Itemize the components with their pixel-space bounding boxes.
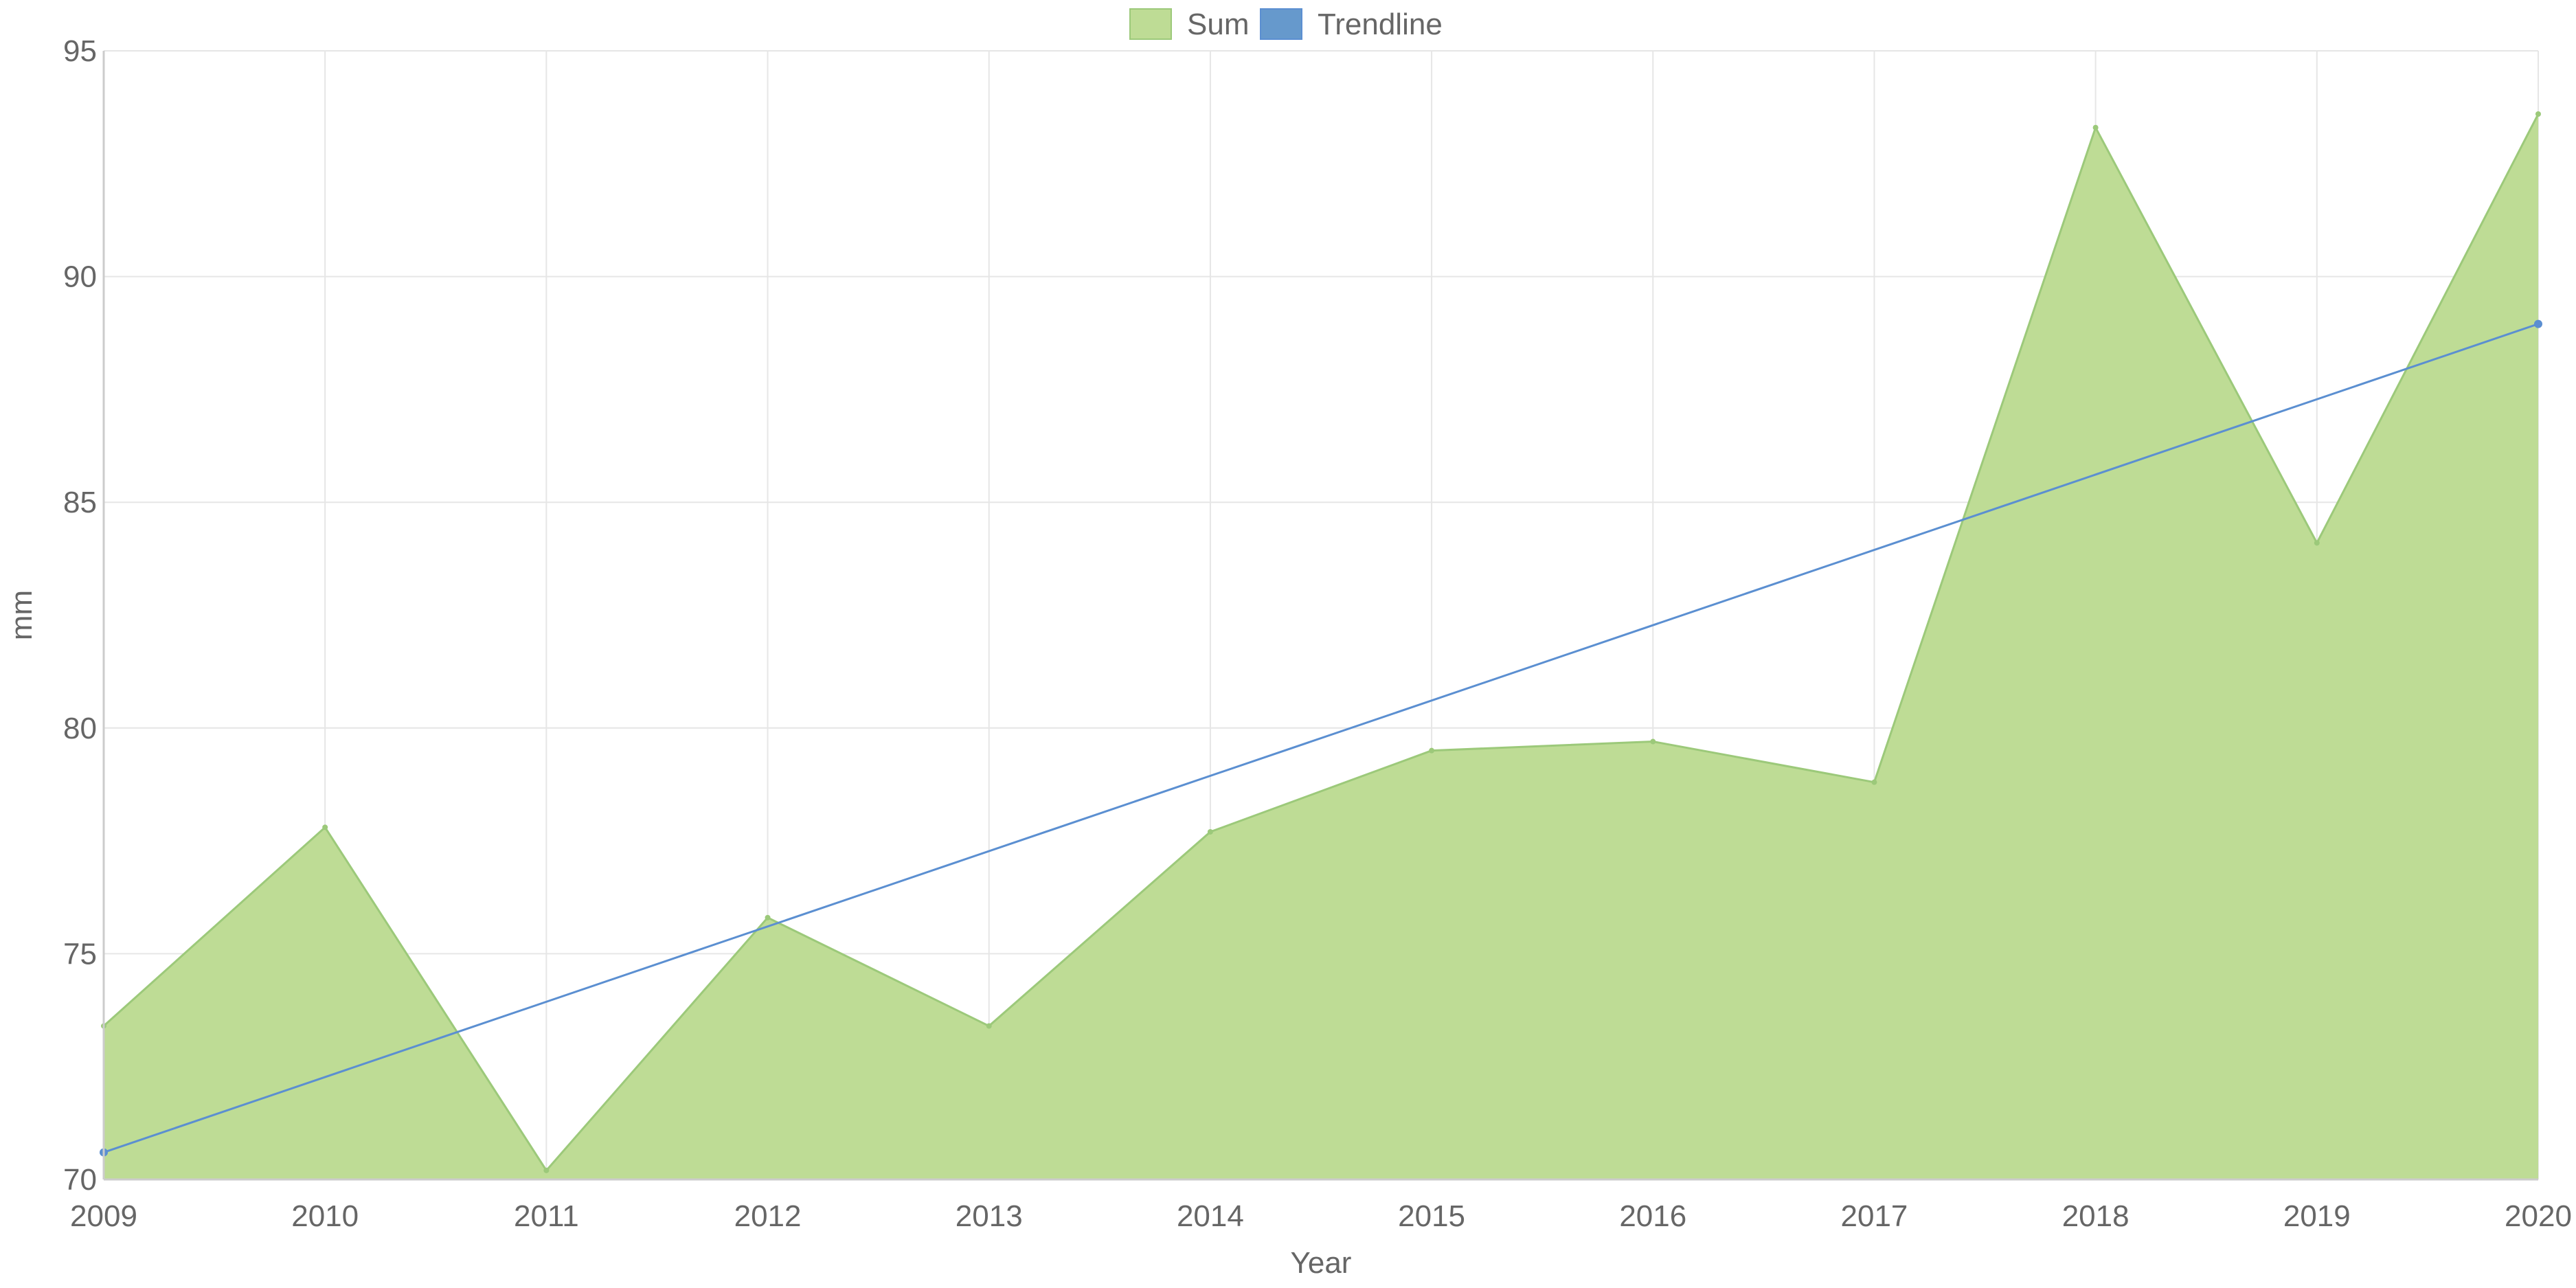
y-axis-ticks: 70 75 80 85 90 95	[63, 34, 97, 1197]
x-tick-label: 2013	[956, 1199, 1023, 1233]
x-tick-label: 2010	[291, 1199, 359, 1233]
x-tick-label: 2012	[734, 1199, 802, 1233]
x-tick-label: 2019	[2283, 1199, 2351, 1233]
legend-item-sum[interactable]: Sum	[1129, 8, 1249, 41]
axes	[102, 51, 2538, 1181]
y-tick-label: 90	[63, 260, 97, 294]
x-tick-label: 2015	[1398, 1199, 1465, 1233]
y-tick-label: 70	[63, 1163, 97, 1197]
sum-data-point[interactable]	[1650, 738, 1656, 745]
y-tick-label: 75	[63, 937, 97, 971]
legend-swatch	[1129, 8, 1172, 40]
x-axis-ticks: 2009 2010 2011 2012 2013 2014 2015 2016 2017 2018…	[70, 1199, 2572, 1233]
y-tick-label: 80	[63, 712, 97, 745]
sum-data-point[interactable]	[543, 1167, 550, 1173]
x-axis-title: Year	[1291, 1246, 1352, 1280]
sum-data-point[interactable]	[1429, 747, 1435, 754]
y-axis-title: mm	[5, 590, 38, 640]
legend-item-trendline[interactable]: Trendline	[1260, 8, 1443, 41]
sum-data-point[interactable]	[2314, 540, 2320, 546]
sum-data-point[interactable]	[986, 1023, 992, 1029]
legend[interactable]: Sum Trendline	[1129, 8, 1443, 41]
trendline-line	[103, 323, 2539, 1153]
legend-label: Sum	[1187, 8, 1249, 41]
sum-area-series	[101, 111, 2541, 1179]
legend-swatch	[1260, 8, 1302, 40]
sum-area-fill	[104, 114, 2538, 1179]
y-tick-label: 95	[63, 34, 97, 68]
sum-data-point[interactable]	[765, 914, 771, 920]
y-tick-label: 85	[63, 486, 97, 519]
x-tick-label: 2014	[1177, 1199, 1244, 1233]
x-tick-label: 2009	[70, 1199, 137, 1233]
sum-data-point[interactable]	[2535, 111, 2541, 117]
trendline-point[interactable]	[2534, 319, 2542, 328]
trendline-series	[100, 319, 2542, 1157]
x-tick-label: 2020	[2505, 1199, 2572, 1233]
x-tick-label: 2018	[2062, 1199, 2129, 1233]
sum-data-point[interactable]	[1871, 779, 1877, 785]
sum-data-point[interactable]	[1207, 828, 1213, 835]
sum-data-point[interactable]	[2092, 124, 2099, 131]
legend-label: Trendline	[1318, 8, 1443, 41]
sum-data-point[interactable]	[322, 824, 328, 831]
x-tick-label: 2016	[1619, 1199, 1686, 1233]
x-tick-label: 2011	[514, 1199, 579, 1233]
x-tick-label: 2017	[1841, 1199, 1908, 1233]
sum-area-line	[102, 113, 2540, 1173]
